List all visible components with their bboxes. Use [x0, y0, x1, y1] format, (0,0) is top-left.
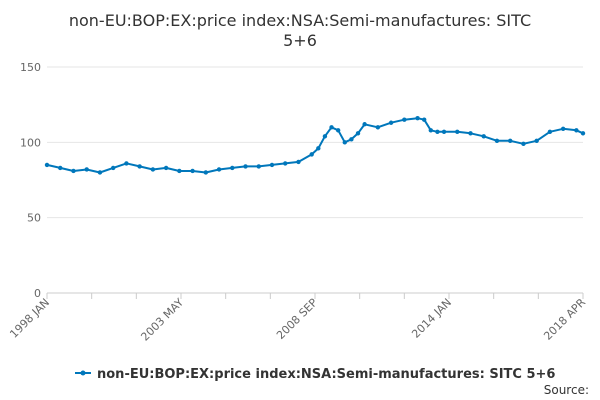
- data-point[interactable]: [309, 152, 314, 157]
- data-point[interactable]: [296, 159, 301, 165]
- data-point[interactable]: [574, 128, 579, 133]
- x-tick-label: 2008 SEP: [274, 296, 320, 342]
- data-point[interactable]: [481, 134, 486, 139]
- data-point[interactable]: [58, 165, 63, 171]
- x-tick-label: 2003 MAY: [138, 296, 186, 344]
- source-label: Source:: [544, 383, 589, 397]
- data-point[interactable]: [560, 126, 566, 131]
- data-point[interactable]: [455, 129, 460, 134]
- y-tick-label: 0: [34, 287, 41, 300]
- chart-title-line-1: non-EU:BOP:EX:price index:NSA:Semi-manuf…: [69, 11, 531, 30]
- data-point[interactable]: [256, 164, 261, 169]
- data-point[interactable]: [375, 125, 381, 130]
- legend-label: non-EU:BOP:EX:price index:NSA:Semi-manuf…: [97, 367, 555, 382]
- data-point[interactable]: [362, 122, 367, 127]
- legend[interactable]: non-EU:BOP:EX:price index:NSA:Semi-manuf…: [75, 367, 555, 382]
- data-point[interactable]: [137, 164, 142, 169]
- data-point[interactable]: [508, 138, 513, 144]
- data-point[interactable]: [349, 137, 354, 142]
- data-point[interactable]: [71, 168, 76, 174]
- series-line: [46, 117, 584, 174]
- x-axis-ticks: [46, 293, 584, 299]
- y-gridlines: [47, 66, 583, 219]
- data-point[interactable]: [44, 162, 50, 168]
- data-point[interactable]: [150, 167, 156, 172]
- data-point[interactable]: [415, 116, 420, 121]
- x-axis-tick-labels: 1998 JAN 2003 MAY 2008 SEP 2014 JAN 2018 APR: [7, 296, 588, 344]
- data-point[interactable]: [329, 125, 334, 130]
- data-point[interactable]: [190, 168, 195, 174]
- data-point[interactable]: [322, 134, 328, 139]
- y-tick-label: 100: [20, 136, 41, 149]
- data-point[interactable]: [388, 120, 394, 125]
- data-point[interactable]: [521, 141, 526, 147]
- data-point[interactable]: [163, 165, 169, 171]
- data-point[interactable]: [441, 129, 447, 134]
- data-point[interactable]: [435, 129, 440, 134]
- data-point[interactable]: [342, 140, 347, 145]
- data-point[interactable]: [335, 128, 341, 133]
- data-point[interactable]: [534, 138, 539, 144]
- data-point[interactable]: [316, 146, 321, 151]
- data-point[interactable]: [355, 131, 361, 136]
- data-point[interactable]: [547, 129, 553, 134]
- data-series: [44, 116, 586, 175]
- data-point[interactable]: [110, 165, 116, 171]
- y-tick-label: 50: [27, 212, 41, 225]
- data-point[interactable]: [468, 131, 473, 136]
- data-point[interactable]: [216, 167, 222, 172]
- data-point[interactable]: [203, 170, 209, 175]
- data-point[interactable]: [421, 117, 427, 122]
- data-point[interactable]: [494, 138, 500, 144]
- data-point[interactable]: [230, 165, 235, 171]
- x-tick-label: 2018 APR: [541, 296, 588, 343]
- data-point[interactable]: [84, 167, 89, 172]
- data-point[interactable]: [402, 117, 407, 122]
- legend-marker-dot: [80, 370, 86, 376]
- chart-title-line-2: 5+6: [283, 31, 317, 50]
- data-point[interactable]: [124, 161, 129, 166]
- data-point[interactable]: [177, 168, 182, 174]
- data-point[interactable]: [428, 128, 434, 133]
- data-point[interactable]: [243, 164, 248, 169]
- data-point[interactable]: [283, 161, 288, 166]
- data-point[interactable]: [580, 131, 586, 136]
- data-point[interactable]: [97, 170, 103, 175]
- x-tick-label: 1998 JAN: [7, 296, 52, 341]
- y-axis-tick-labels: 0 50 100 150: [20, 61, 41, 300]
- y-tick-label: 150: [20, 61, 41, 74]
- data-point[interactable]: [269, 162, 275, 168]
- x-tick-label: 2014 JAN: [409, 296, 454, 341]
